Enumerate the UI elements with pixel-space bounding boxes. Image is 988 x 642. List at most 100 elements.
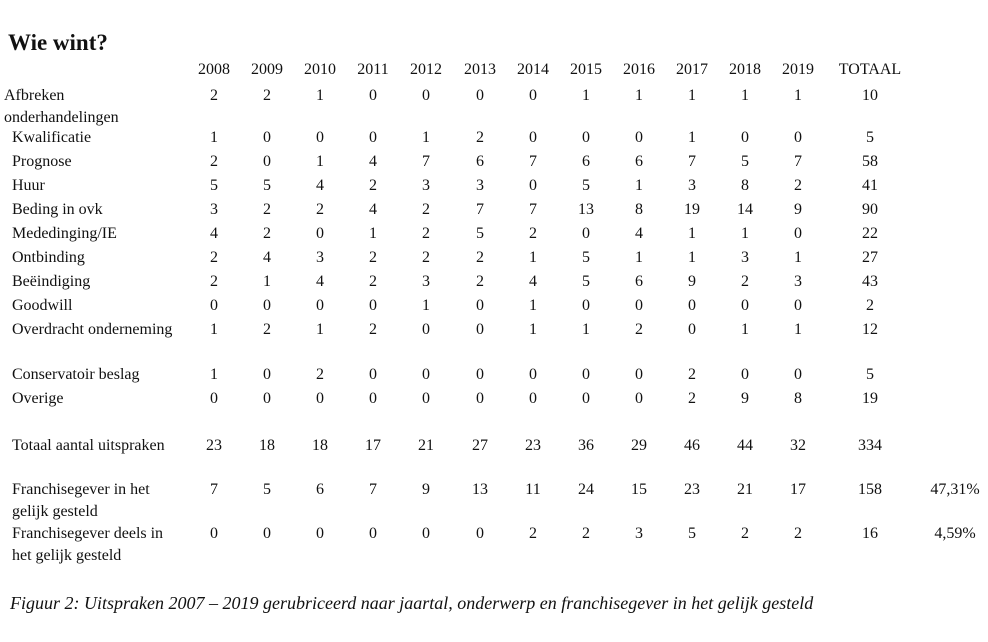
table-cell: 1	[210, 129, 218, 146]
table-cell: 14	[737, 201, 753, 218]
table-cell: 11	[525, 481, 541, 498]
table-cell: 0	[635, 390, 643, 407]
table-cell: 0	[794, 366, 802, 383]
table-cell: 0	[316, 297, 324, 314]
table-cell: 9	[794, 201, 802, 218]
table-cell: 7	[369, 481, 377, 498]
table-cell: 7	[210, 481, 218, 498]
table-cell: 0	[263, 297, 271, 314]
table-cell: 7	[688, 153, 696, 170]
table-cell: 2	[422, 249, 430, 266]
total-cell: 22	[862, 225, 878, 242]
table-cell: 5	[476, 225, 484, 242]
table-cell: 2	[794, 177, 802, 194]
percent-cell: 47,31%	[930, 481, 980, 498]
table-cell: 1	[688, 225, 696, 242]
table-cell: 2	[635, 321, 643, 338]
table-cell: 0	[582, 225, 590, 242]
table-cell: 0	[688, 321, 696, 338]
table-cell: 0	[210, 390, 218, 407]
table-cell: 4	[210, 225, 218, 242]
table-cell: 17	[365, 437, 381, 454]
table-cell: 3	[635, 525, 643, 542]
table-cell: 6	[635, 153, 643, 170]
table-cell: 1	[210, 366, 218, 383]
table-cell: 3	[316, 249, 324, 266]
row-label: Overige	[12, 390, 64, 407]
table-cell: 2	[369, 249, 377, 266]
table-cell: 0	[794, 225, 802, 242]
total-cell: 5	[866, 129, 874, 146]
table-cell: 2	[422, 201, 430, 218]
table-cell: 0	[529, 177, 537, 194]
table-cell: 0	[476, 321, 484, 338]
table-cell: 2	[210, 273, 218, 290]
table-cell: 23	[525, 437, 541, 454]
total-cell: 2	[866, 297, 874, 314]
table-cell: 7	[529, 153, 537, 170]
table-cell: 1	[688, 87, 696, 104]
table-cell: 5	[263, 481, 271, 498]
table-cell: 1	[529, 297, 537, 314]
table-cell: 6	[316, 481, 324, 498]
table-cell: 18	[259, 437, 275, 454]
total-cell: 27	[862, 249, 878, 266]
row-label: Franchisegever in het gelijk gesteld	[12, 481, 150, 520]
table-cell: 0	[582, 129, 590, 146]
table-cell: 0	[316, 225, 324, 242]
table-cell: 4	[263, 249, 271, 266]
table-cell: 0	[476, 525, 484, 542]
table-cell: 3	[422, 273, 430, 290]
table-cell: 2	[316, 366, 324, 383]
table-cell: 0	[529, 129, 537, 146]
total-cell: 334	[858, 437, 882, 454]
table-cell: 21	[418, 437, 434, 454]
table-cell: 0	[476, 297, 484, 314]
table-cell: 1	[635, 249, 643, 266]
table-cell: 4	[369, 153, 377, 170]
table-cell: 1	[635, 87, 643, 104]
percent-cell: 4,59%	[934, 525, 976, 542]
column-header-year: 2016	[623, 61, 655, 78]
table-cell: 5	[741, 153, 749, 170]
table-cell: 5	[263, 177, 271, 194]
total-cell: 16	[862, 525, 878, 542]
column-header-year: 2014	[517, 61, 549, 78]
row-label: Ontbinding	[12, 249, 85, 266]
table-cell: 2	[210, 249, 218, 266]
table-cell: 1	[529, 249, 537, 266]
table-cell: 3	[476, 177, 484, 194]
table-cell: 2	[476, 129, 484, 146]
table-cell: 0	[369, 366, 377, 383]
table-cell: 2	[210, 87, 218, 104]
table-cell: 0	[316, 390, 324, 407]
table-cell: 4	[529, 273, 537, 290]
column-header-year: 2019	[782, 61, 814, 78]
table-cell: 21	[737, 481, 753, 498]
table-cell: 8	[794, 390, 802, 407]
table-cell: 0	[210, 525, 218, 542]
table-cell: 0	[688, 297, 696, 314]
table-cell: 0	[263, 153, 271, 170]
table-cell: 0	[422, 321, 430, 338]
total-cell: 19	[862, 390, 878, 407]
column-header-year: 2012	[410, 61, 442, 78]
table-cell: 19	[684, 201, 700, 218]
table-cell: 0	[794, 129, 802, 146]
table-cell: 0	[476, 366, 484, 383]
table-cell: 13	[578, 201, 594, 218]
table-cell: 23	[206, 437, 222, 454]
table-cell: 1	[794, 321, 802, 338]
row-label: Beëindiging	[12, 273, 91, 290]
column-header-year: 2018	[729, 61, 761, 78]
table-cell: 2	[369, 273, 377, 290]
total-cell: 158	[858, 481, 882, 498]
table-cell: 0	[635, 129, 643, 146]
row-label: Huur	[12, 177, 45, 194]
column-header-year: 2015	[570, 61, 602, 78]
table-cell: 2	[263, 225, 271, 242]
table-cell: 1	[794, 249, 802, 266]
column-header-year: 2017	[676, 61, 708, 78]
table-cell: 0	[529, 87, 537, 104]
table-cell: 0	[263, 525, 271, 542]
